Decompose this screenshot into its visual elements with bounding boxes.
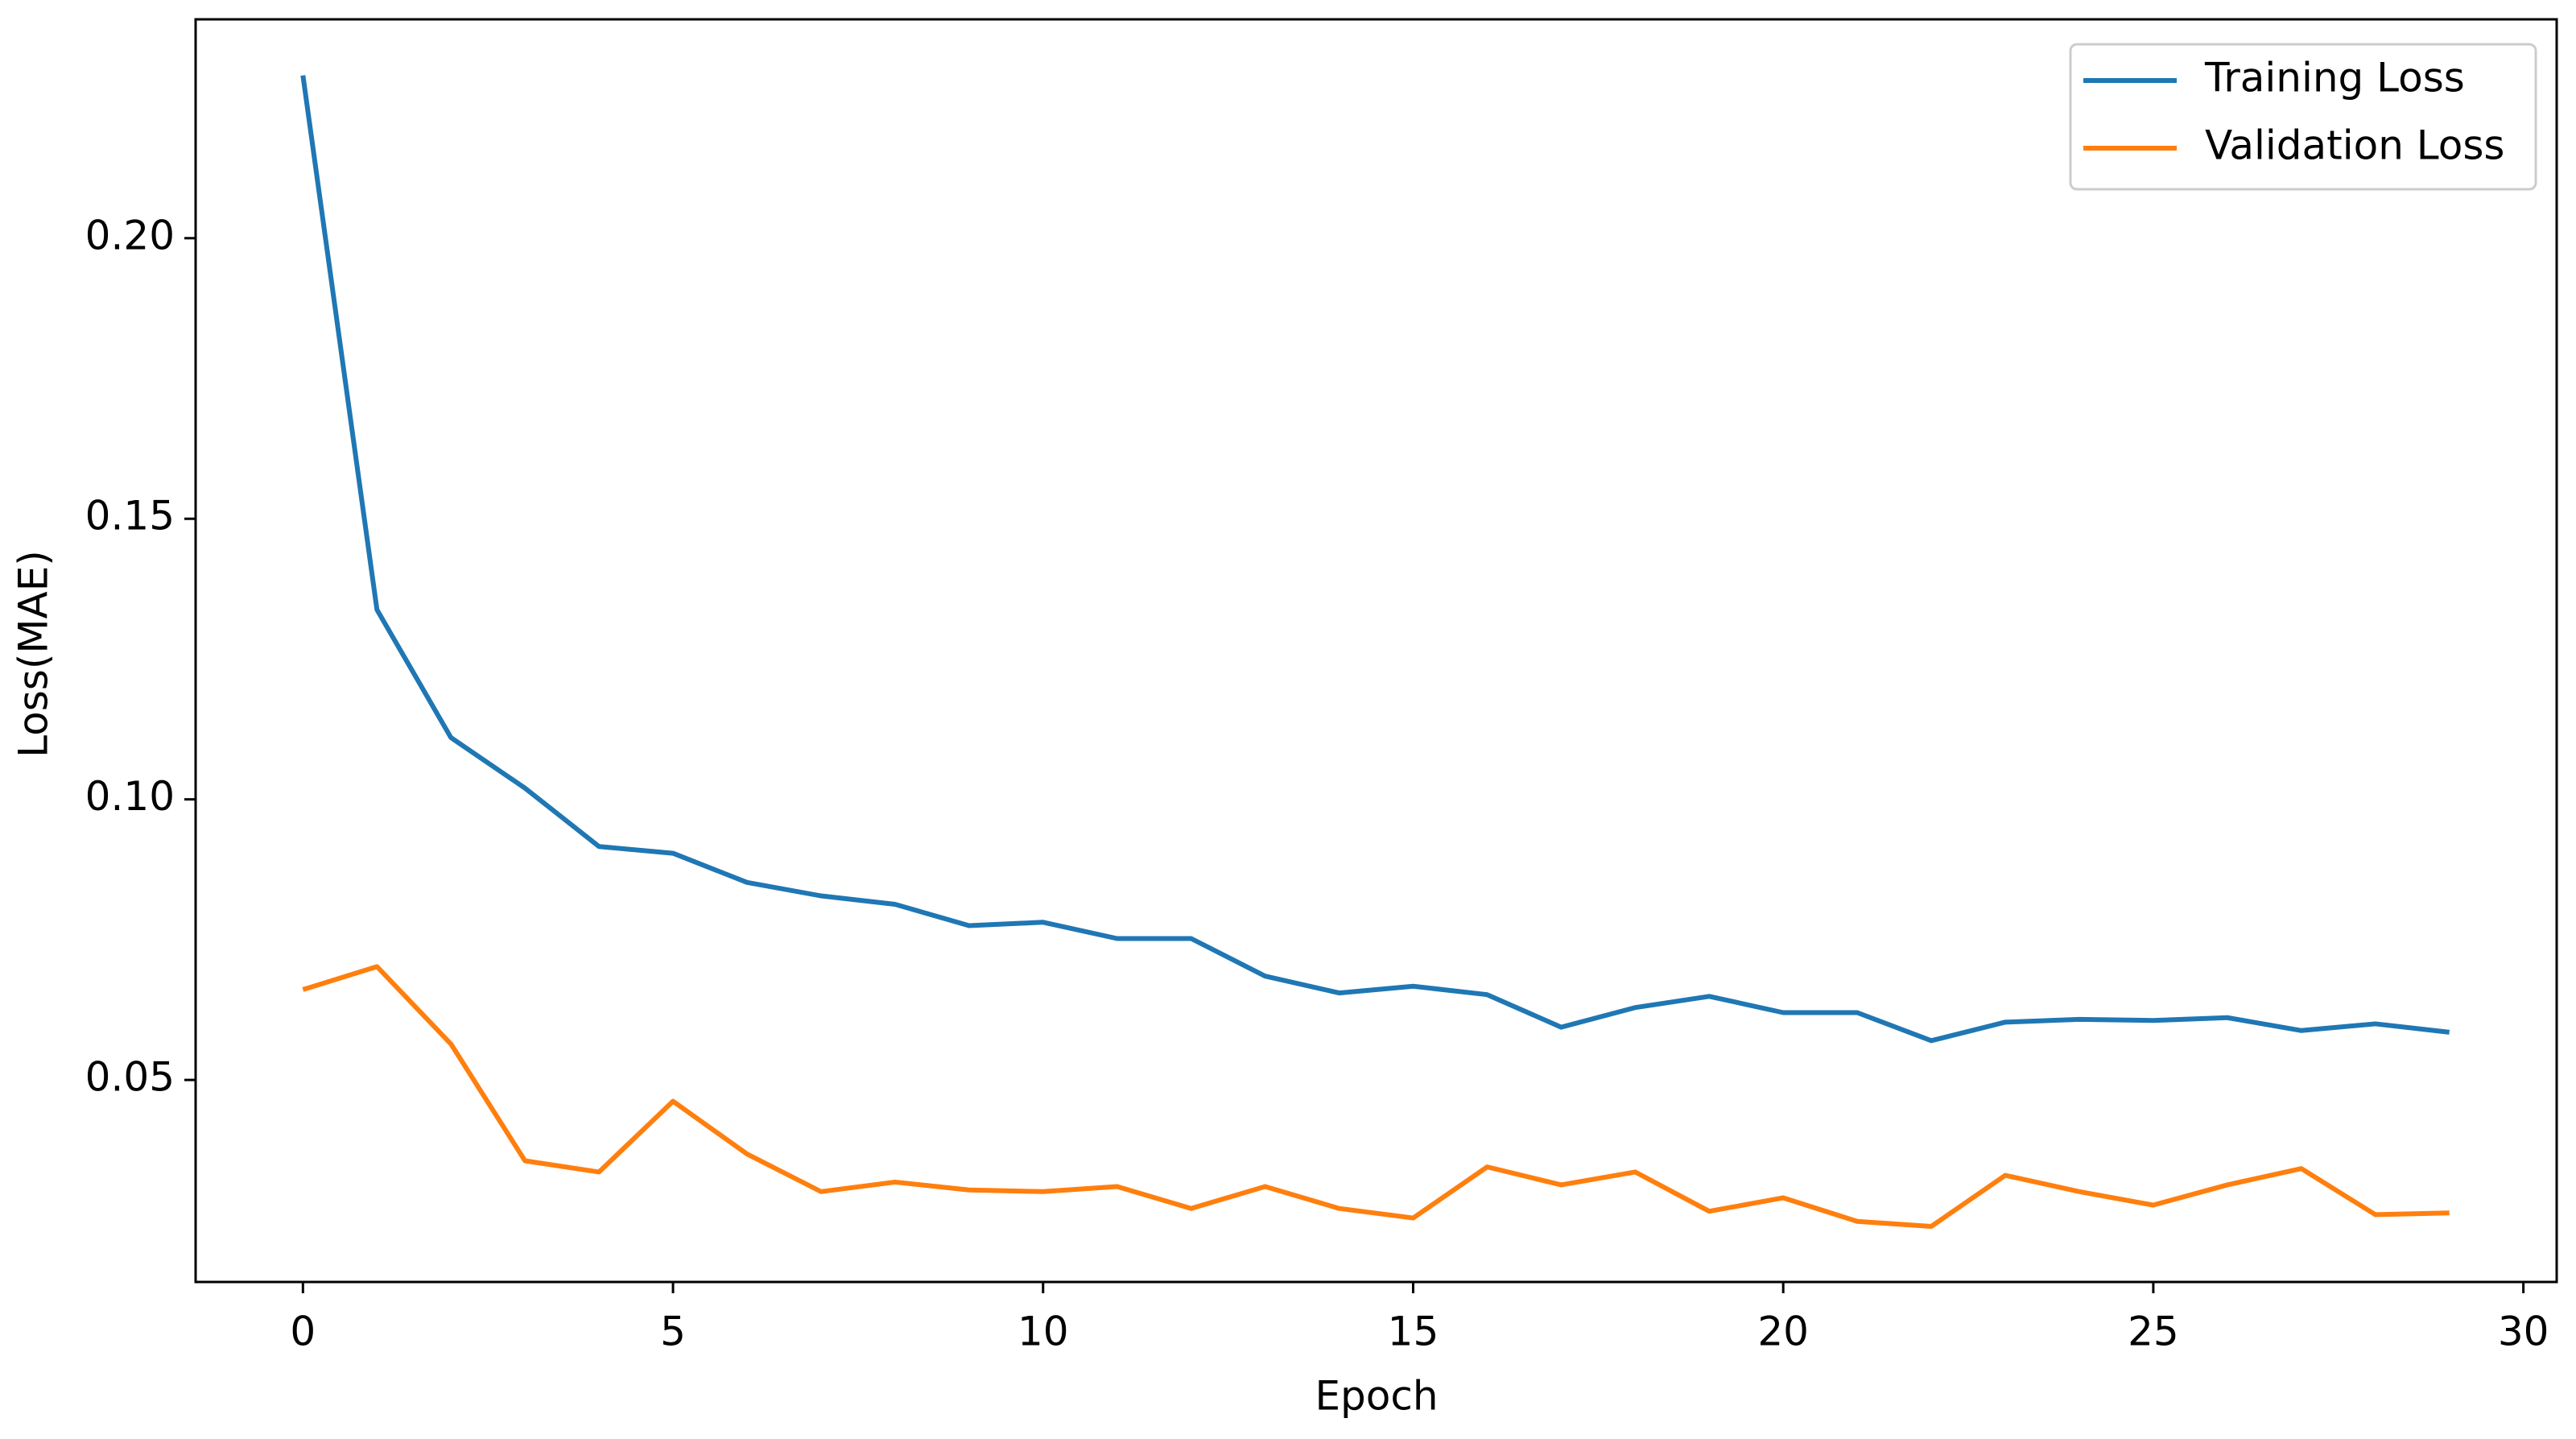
- y-tick-label: 0.15: [85, 493, 175, 540]
- plot-frame: [194, 18, 2558, 1284]
- x-tick-label: 25: [2128, 1309, 2179, 1355]
- x-tick-label: 15: [1388, 1309, 1439, 1355]
- series-line: [300, 75, 2450, 1044]
- series-line: [302, 964, 2450, 1230]
- x-tick-label: 0: [290, 1309, 316, 1355]
- y-tick-label: 0.10: [85, 773, 175, 820]
- legend-label: Validation Loss: [2205, 122, 2504, 169]
- legend-box: [2069, 43, 2537, 191]
- x-tick-label: 10: [1018, 1309, 1069, 1355]
- x-tick-label: 5: [660, 1309, 686, 1355]
- y-axis-label: Loss(MAE): [10, 550, 57, 758]
- x-tick-label: 20: [1757, 1309, 1809, 1355]
- legend-label: Training Loss: [2204, 55, 2465, 101]
- x-tick-label: 30: [2498, 1309, 2549, 1355]
- y-tick-label: 0.20: [85, 212, 175, 258]
- y-tick-label: 0.05: [85, 1054, 175, 1101]
- x-axis-label: Epoch: [1315, 1373, 1438, 1420]
